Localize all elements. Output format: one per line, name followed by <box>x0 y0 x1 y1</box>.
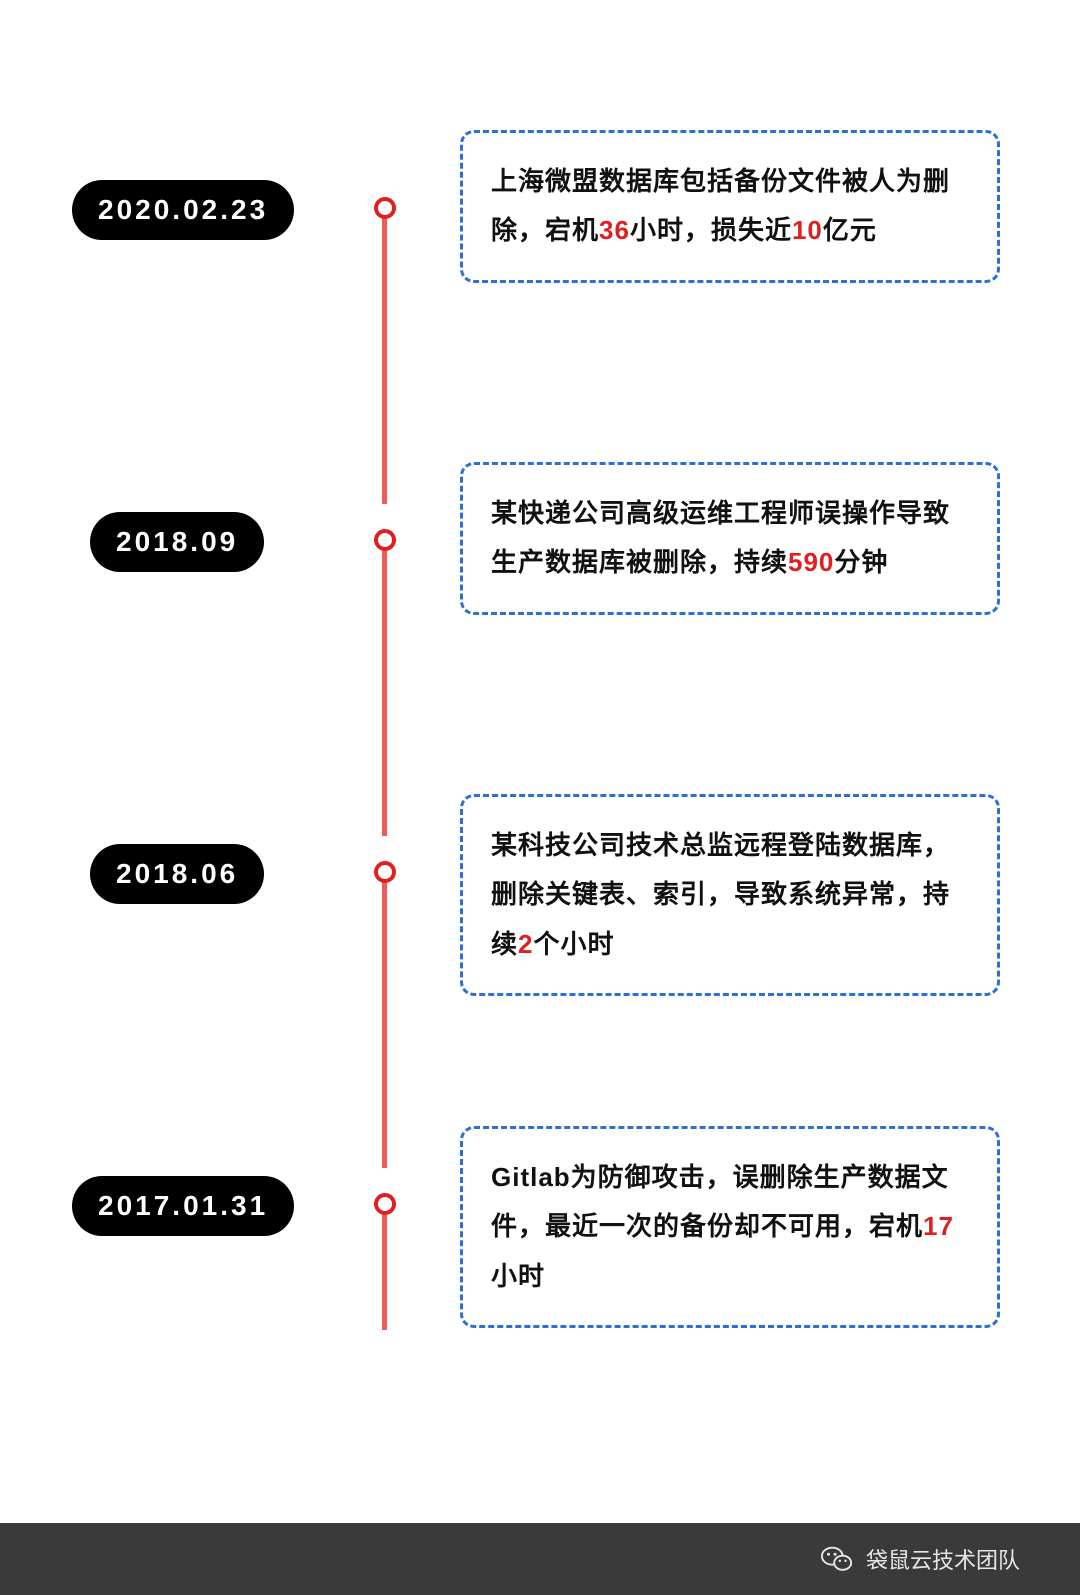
date-text: 2018.06 <box>116 858 238 889</box>
event-text: Gitlab为防御攻击，误删除生产数据文件，最近一次的备份却不可用，宕机17 小时 <box>491 1153 969 1301</box>
event-card: 某快递公司高级运维工程师误操作导致生产数据库被删除，持续590分钟 <box>460 462 1000 615</box>
event-text: 上海微盟数据库包括备份文件被人为删除，宕机36小时，损失近10亿元 <box>491 157 969 256</box>
event-card: 上海微盟数据库包括备份文件被人为删除，宕机36小时，损失近10亿元 <box>460 130 1000 283</box>
wechat-icon <box>820 1542 854 1576</box>
highlight-text: 36 <box>599 215 630 245</box>
event-card: 某科技公司技术总监远程登陆数据库，删除关键表、索引，导致系统异常，持续2个小时 <box>460 794 1000 996</box>
timeline-marker <box>374 1193 396 1215</box>
body-text: 个小时 <box>533 929 614 959</box>
date-text: 2018.09 <box>116 526 238 557</box>
body-text: 小时，损失近 <box>630 215 792 245</box>
date-text: 2017.01.31 <box>98 1190 268 1221</box>
body-text: 亿元 <box>823 215 877 245</box>
highlight-text: 590 <box>788 547 834 577</box>
event-card: Gitlab为防御攻击，误删除生产数据文件，最近一次的备份却不可用，宕机17 小时 <box>460 1126 1000 1328</box>
event-text: 某科技公司技术总监远程登陆数据库，删除关键表、索引，导致系统异常，持续2个小时 <box>491 821 969 969</box>
timeline-segment <box>382 1210 387 1330</box>
date-text: 2020.02.23 <box>98 194 268 225</box>
timeline-marker <box>374 861 396 883</box>
date-pill: 2018.06 <box>90 844 264 904</box>
body-text: 分钟 <box>834 547 888 577</box>
timeline-segment <box>382 546 387 836</box>
footer-label: 袋鼠云技术团队 <box>866 1543 1020 1575</box>
timeline-marker <box>374 197 396 219</box>
date-pill: 2017.01.31 <box>72 1176 294 1236</box>
date-pill: 2020.02.23 <box>72 180 294 240</box>
timeline-segment <box>382 214 387 504</box>
timeline-infographic: 2020.02.23 上海微盟数据库包括备份文件被人为删除，宕机36小时，损失近… <box>0 0 1080 1595</box>
event-text: 某快递公司高级运维工程师误操作导致生产数据库被删除，持续590分钟 <box>491 489 969 588</box>
timeline-segment <box>382 878 387 1168</box>
date-pill: 2018.09 <box>90 512 264 572</box>
body-text: 小时 <box>491 1261 545 1291</box>
highlight-text: 2 <box>518 929 533 959</box>
highlight-text: 10 <box>792 215 823 245</box>
body-text: Gitlab为防御攻击，误删除生产数据文件，最近一次的备份却不可用，宕机 <box>491 1162 949 1241</box>
timeline-marker <box>374 529 396 551</box>
highlight-text: 17 <box>923 1211 954 1241</box>
footer-bar: 袋鼠云技术团队 <box>0 1523 1080 1595</box>
